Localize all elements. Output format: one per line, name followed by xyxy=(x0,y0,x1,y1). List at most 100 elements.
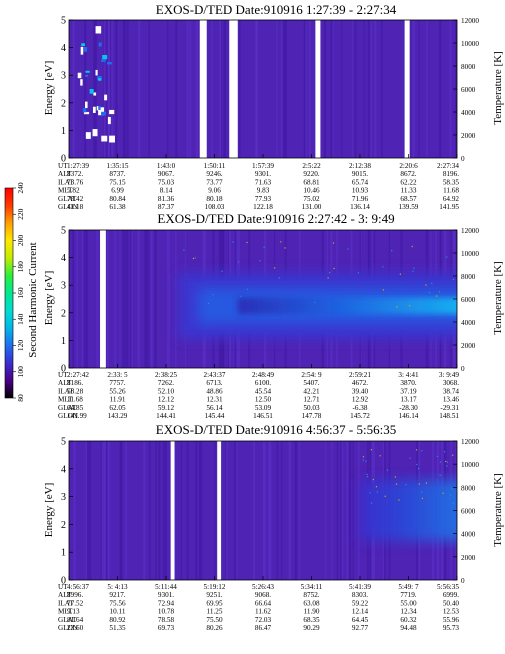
colorbar-tick-label: 160 xyxy=(16,287,25,299)
spectrogram-noise-strip xyxy=(148,20,150,158)
spectrogram-noise-strip xyxy=(154,230,157,368)
speckle xyxy=(409,457,411,459)
speckle xyxy=(372,478,374,481)
spectrogram-noise-strip xyxy=(276,20,278,158)
ephemeris-row-label: MLT xyxy=(58,608,73,616)
spectrogram-noise-strip xyxy=(276,441,279,580)
ephemeris-value: -28.30 xyxy=(399,404,418,412)
speckle xyxy=(369,492,371,494)
ephemeris-value: 10.46 xyxy=(303,187,320,195)
speckle xyxy=(452,454,454,456)
speckle xyxy=(362,456,365,458)
right-tick-label: 12000 xyxy=(461,227,479,235)
speckle xyxy=(445,460,447,463)
ephemeris-value: 9.83 xyxy=(257,187,270,195)
cyan-patch xyxy=(89,88,94,94)
spectrogram-noise-strip xyxy=(129,230,132,368)
ephemeris-value: 59.22 xyxy=(352,599,369,607)
ephemeris-value: 77.52 xyxy=(67,599,84,607)
spectrogram-noise-strip xyxy=(87,441,89,580)
speckle xyxy=(314,301,316,303)
y-tick-label: 0 xyxy=(61,154,66,165)
spectrogram-noise-strip xyxy=(255,20,258,158)
colorbar-gradient xyxy=(4,187,14,399)
spectrogram-noise-strip xyxy=(107,441,110,580)
speckle xyxy=(452,502,454,504)
colorbar-tick-label: 180 xyxy=(16,261,25,273)
speckle xyxy=(365,460,367,462)
spectrogram-noise-strip xyxy=(164,441,167,580)
speckle xyxy=(382,266,384,268)
ephemeris-value: 8737. xyxy=(109,170,125,178)
spectrogram-noise-strip xyxy=(122,20,125,158)
ephemeris-row-label: MLT xyxy=(58,187,73,195)
ephemeris-value: 53.09 xyxy=(255,404,272,412)
ephemeris-value: 81.36 xyxy=(158,195,175,203)
spectrogram-noise-strip xyxy=(214,441,216,580)
ephemeris-value: 62.05 xyxy=(109,404,126,412)
spectrogram-noise-strip xyxy=(100,441,103,580)
ephemeris-value: 2:33: 5 xyxy=(107,371,128,379)
spectrogram-noise-strip xyxy=(411,20,414,158)
spectrogram-noise-strip xyxy=(72,230,75,368)
speckle xyxy=(428,291,430,294)
panel-3-title: EXOS-D/TED Date:910916 4:56:37 - 5:56:35 xyxy=(156,422,396,437)
spectrogram-noise-strip xyxy=(93,20,95,158)
spectrogram-noise-strip xyxy=(195,20,199,158)
spectrogram-noise-strip xyxy=(166,230,169,368)
speckle xyxy=(366,473,368,476)
right-tick-label: 10000 xyxy=(461,461,479,469)
spectrogram-noise-strip xyxy=(285,20,287,158)
ephemeris-value: 5:19:12 xyxy=(204,583,226,591)
spectrogram-noise-strip xyxy=(162,441,165,580)
spectrogram-noise-strip xyxy=(226,441,229,580)
speckle xyxy=(240,295,242,297)
spectrogram-noise-strip xyxy=(180,441,183,580)
right-tick-label: 8000 xyxy=(461,273,476,281)
ephemeris-value: 3: 9:49 xyxy=(439,371,460,379)
saturated-blob xyxy=(104,94,108,101)
spectrogram-noise-strip xyxy=(73,441,76,580)
speckle xyxy=(194,257,196,259)
spectrogram-noise-strip xyxy=(363,20,365,158)
panel-2-title: EXOS-D/TED Date:910916 2:27:42 - 3: 9:49 xyxy=(157,211,394,226)
spectrogram-noise-strip xyxy=(145,230,147,368)
ephemeris-value: 75.15 xyxy=(109,178,126,186)
ephemeris-value: 8752. xyxy=(303,591,319,599)
spectrogram-noise-strip xyxy=(294,441,298,580)
ephemeris-value: 55.26 xyxy=(109,387,126,395)
speckle xyxy=(357,272,360,274)
spectrogram-noise-strip xyxy=(175,230,177,368)
data-gap xyxy=(170,441,175,580)
ephemeris-value: 11.25 xyxy=(207,608,223,616)
spectrogram-noise-strip xyxy=(143,441,146,580)
panel-1: EXOS-D/TED Date:910916 1:27:39 - 2:27:34… xyxy=(43,2,504,211)
spectrogram-noise-strip xyxy=(413,20,415,158)
cyan-patch xyxy=(82,108,87,113)
y-tick-label: 1 xyxy=(61,126,66,137)
speckle xyxy=(416,463,418,466)
saturated-blob xyxy=(95,26,102,34)
ephemeris-row-label: GLON xyxy=(58,624,79,632)
right-tick-label: 4000 xyxy=(461,319,476,327)
saturated-blob xyxy=(98,107,105,116)
ephemeris-value: 81.64 xyxy=(67,616,84,624)
speckle xyxy=(207,302,210,305)
speckle xyxy=(439,474,441,476)
speckle xyxy=(446,461,449,463)
spectrogram-noise-strip xyxy=(269,441,272,580)
spectrogram-noise-strip xyxy=(104,20,107,158)
ephemeris-value: 95.73 xyxy=(443,624,460,632)
ephemeris-value: 12.71 xyxy=(303,396,320,404)
spectrogram-noise-strip xyxy=(223,20,225,158)
ephemeris-row-label: GLAT xyxy=(58,195,77,203)
speckle xyxy=(259,260,261,262)
ephemeris-value: 2:20:6 xyxy=(399,162,418,170)
spectrogram-noise-strip xyxy=(144,230,146,368)
speckle xyxy=(398,499,400,501)
ephemeris-row-label: ILAT xyxy=(58,178,74,186)
speckle xyxy=(384,495,386,497)
ephemeris-value: 71.63 xyxy=(255,178,272,186)
spectrogram-noise-strip xyxy=(354,20,357,158)
